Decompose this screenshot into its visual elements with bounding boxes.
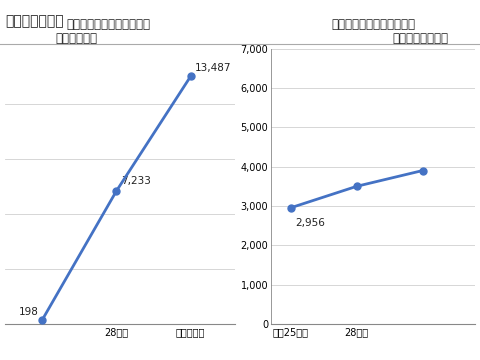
Text: 2,956: 2,956 [295, 217, 325, 228]
Text: 7,233: 7,233 [121, 176, 151, 186]
Text: 支援センター］: 支援センター］ [5, 14, 63, 28]
Text: 【児童虐待】: 【児童虐待】 [56, 32, 98, 45]
Text: 【児童虐待以外】: 【児童虐待以外】 [393, 32, 449, 45]
Text: 198: 198 [18, 307, 38, 317]
Text: 総合相談事業における相談: 総合相談事業における相談 [331, 18, 415, 31]
Text: における相談員の行動回数: における相談員の行動回数 [66, 18, 150, 31]
Text: 13,487: 13,487 [195, 63, 231, 73]
